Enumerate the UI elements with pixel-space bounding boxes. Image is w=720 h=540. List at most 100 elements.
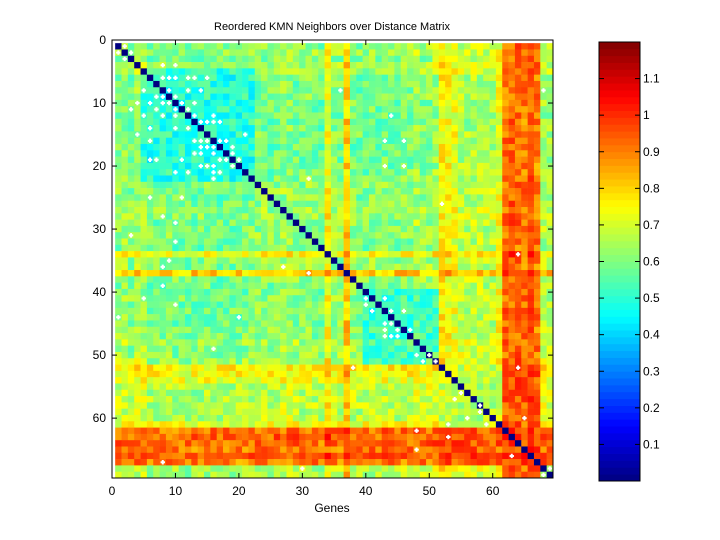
heatmap-cell: [368, 175, 376, 183]
heatmap-cell: [229, 244, 237, 252]
heatmap-cell: [407, 238, 414, 246]
heatmap-cell: [483, 251, 490, 258]
heatmap-cell: [349, 314, 357, 321]
heatmap-cell: [502, 200, 509, 208]
heatmap-cell: [502, 402, 509, 409]
heatmap-cell: [121, 169, 129, 176]
heatmap-cell: [286, 339, 294, 346]
heatmap-cell: [248, 446, 256, 454]
heatmap-cell: [445, 74, 452, 82]
heatmap-cell: [368, 106, 376, 113]
heatmap-cell: [324, 143, 332, 151]
heatmap-cell: [235, 188, 243, 195]
heatmap-cell: [280, 314, 287, 321]
x-tick-label: 50: [423, 484, 437, 498]
heatmap-cell: [489, 55, 497, 63]
heatmap-cell: [223, 314, 230, 321]
heatmap-cell: [445, 194, 452, 201]
heatmap-cell: [330, 181, 338, 189]
heatmap-cell: [267, 459, 275, 466]
heatmap-cell: [508, 137, 516, 145]
heatmap-cell: [229, 207, 237, 214]
heatmap-cell: [464, 150, 471, 157]
heatmap-cell: [127, 188, 135, 195]
heatmap-cell: [470, 244, 478, 252]
heatmap-cell: [127, 320, 135, 328]
heatmap-cell: [146, 112, 154, 120]
heatmap-cell: [153, 282, 160, 290]
heatmap-cell: [337, 459, 344, 466]
heatmap-cell: [381, 213, 389, 220]
heatmap-cell: [248, 440, 256, 447]
heatmap-cell: [248, 87, 256, 94]
heatmap-cell: [476, 270, 484, 277]
heatmap-cell: [514, 421, 522, 428]
heatmap-cell: [292, 125, 300, 132]
heatmap-cell: [229, 194, 237, 201]
heatmap-cell: [349, 125, 357, 132]
heatmap-cell: [470, 118, 478, 126]
heatmap-cell: [514, 200, 522, 208]
heatmap-cell: [184, 99, 192, 107]
heatmap-cell: [159, 402, 167, 409]
heatmap-cell: [153, 307, 160, 315]
heatmap-cell: [172, 351, 179, 359]
heatmap-cell: [546, 43, 554, 50]
heatmap-cell: [375, 396, 382, 403]
heatmap-cell: [267, 169, 275, 176]
heatmap-cell: [159, 433, 167, 441]
heatmap-cell: [305, 225, 313, 233]
heatmap-cell: [426, 232, 433, 239]
heatmap-cell: [229, 213, 237, 220]
heatmap-cell: [533, 465, 541, 472]
heatmap-cell: [273, 93, 281, 101]
heatmap-cell: [533, 301, 541, 309]
heatmap-cell: [381, 118, 389, 126]
heatmap-cell: [172, 244, 179, 252]
heatmap-cell: [451, 351, 459, 359]
heatmap-cell: [533, 194, 541, 201]
heatmap-cell: [280, 251, 287, 258]
heatmap-cell: [419, 194, 427, 201]
heatmap-cell: [514, 150, 522, 157]
heatmap-cell: [533, 55, 541, 63]
heatmap-cell: [216, 99, 224, 107]
heatmap-cell: [318, 162, 325, 170]
heatmap-cell: [191, 118, 198, 126]
heatmap-cell: [292, 358, 300, 365]
heatmap-cell: [273, 282, 281, 290]
heatmap-cell: [445, 459, 452, 466]
heatmap-cell: [432, 207, 440, 214]
heatmap-cell: [394, 314, 402, 321]
heatmap-cell: [330, 118, 338, 126]
heatmap-cell: [311, 244, 319, 252]
heatmap-cell: [204, 131, 211, 138]
heatmap-cell: [216, 345, 224, 353]
heatmap-cell: [375, 74, 382, 82]
heatmap-cell: [229, 408, 237, 416]
heatmap-cell: [197, 263, 205, 271]
heatmap-cell: [273, 421, 281, 428]
heatmap-cell: [349, 162, 357, 170]
heatmap-cell: [457, 251, 465, 258]
heatmap-cell: [223, 263, 230, 271]
heatmap-cell: [343, 143, 351, 151]
heatmap-cell: [502, 80, 509, 88]
heatmap-cell: [489, 421, 497, 428]
heatmap-cell: [172, 175, 179, 183]
heatmap-cell: [292, 225, 300, 233]
heatmap-cell: [426, 339, 433, 346]
heatmap-cell: [191, 156, 198, 164]
heatmap-cell: [229, 377, 237, 384]
heatmap-cell: [292, 307, 300, 315]
x-tick-label: 40: [359, 484, 373, 498]
heatmap-cell: [311, 207, 319, 214]
heatmap-cell: [457, 181, 465, 189]
heatmap-cell: [388, 276, 395, 283]
heatmap-cell: [204, 326, 211, 334]
heatmap-cell: [235, 339, 243, 346]
heatmap-cell: [489, 162, 497, 170]
heatmap-cell: [216, 200, 224, 208]
heatmap-cell: [178, 175, 186, 183]
heatmap-cell: [267, 181, 275, 189]
